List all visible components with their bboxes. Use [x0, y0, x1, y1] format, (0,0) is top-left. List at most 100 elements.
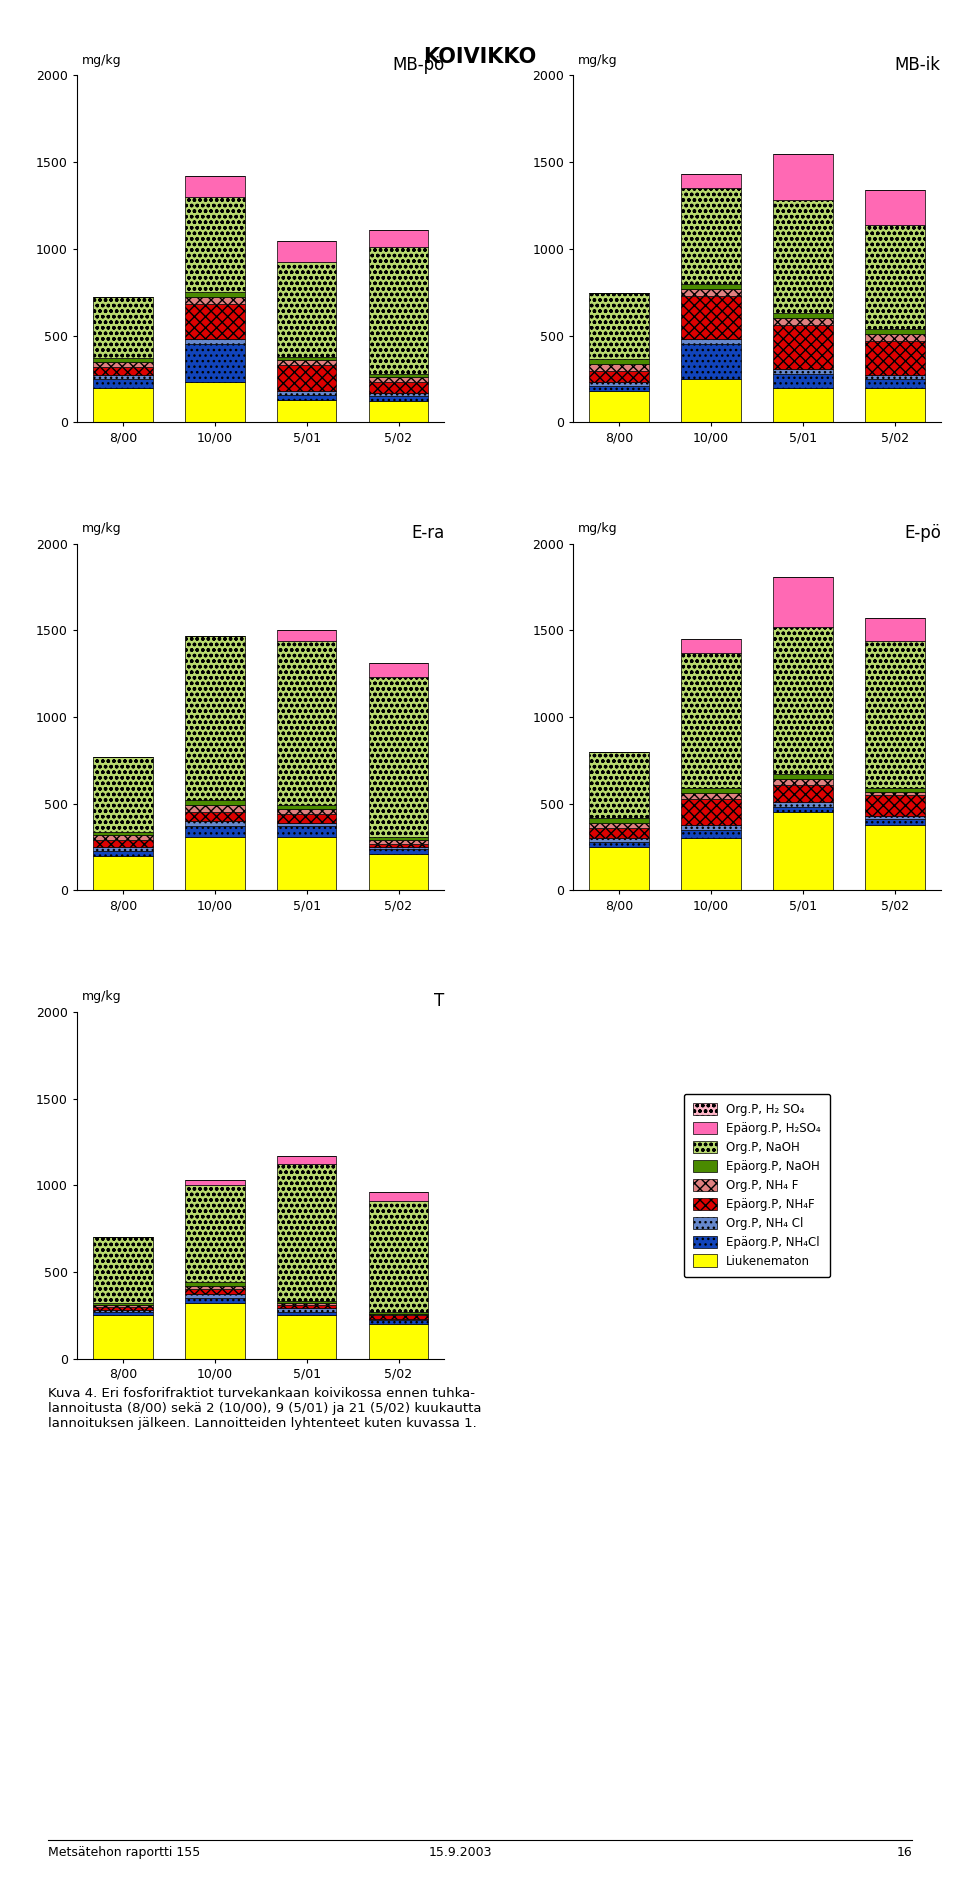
Bar — [184, 1285, 245, 1289]
Bar — [682, 789, 741, 793]
Bar — [369, 247, 428, 374]
Text: Kuva 4. Eri fosforifraktiot turvekankaan koivikossa ennen tuhka-
lannoitusta (8/: Kuva 4. Eri fosforifraktiot turvekankaan… — [48, 1387, 482, 1430]
Bar — [184, 1289, 245, 1294]
Bar — [184, 196, 245, 292]
Bar — [589, 372, 649, 381]
Bar — [589, 385, 649, 391]
Text: E-pö: E-pö — [904, 525, 941, 542]
Bar — [184, 827, 245, 836]
Bar — [773, 313, 833, 319]
Bar — [589, 847, 649, 891]
Text: mg/kg: mg/kg — [82, 991, 121, 1004]
Bar — [773, 200, 833, 313]
Bar — [865, 642, 924, 789]
Bar — [369, 849, 428, 855]
Bar — [93, 359, 153, 362]
Bar — [369, 664, 428, 677]
Bar — [369, 377, 428, 383]
Bar — [93, 366, 153, 376]
Text: mg/kg: mg/kg — [82, 55, 121, 66]
Bar — [93, 1311, 153, 1315]
Bar — [589, 838, 649, 842]
Bar — [276, 242, 336, 262]
Bar — [184, 1298, 245, 1304]
Bar — [93, 362, 153, 366]
Bar — [276, 400, 336, 423]
Text: Metsätehon raportti 155: Metsätehon raportti 155 — [48, 1845, 201, 1859]
Bar — [93, 1238, 153, 1304]
Bar — [589, 842, 649, 847]
Bar — [865, 825, 924, 891]
Bar — [276, 630, 336, 642]
Bar — [276, 810, 336, 813]
Bar — [93, 1306, 153, 1310]
Bar — [93, 379, 153, 387]
Text: MB-ik: MB-ik — [895, 57, 941, 74]
Bar — [865, 334, 924, 342]
Bar — [865, 342, 924, 376]
Bar — [589, 359, 649, 364]
Bar — [369, 396, 428, 402]
Bar — [682, 343, 741, 379]
Bar — [682, 340, 741, 343]
Bar — [184, 836, 245, 891]
Bar — [276, 1308, 336, 1311]
Bar — [369, 840, 428, 843]
Bar — [184, 298, 245, 304]
Bar — [682, 825, 741, 830]
Legend: Org.P, H₂ SO₄, Epäorg.P, H₂SO₄, Org.P, NaOH, Epäorg.P, NaOH, Org.P, NH₄ F, Epäor: Org.P, H₂ SO₄, Epäorg.P, H₂SO₄, Org.P, N… — [684, 1094, 830, 1277]
Bar — [93, 857, 153, 891]
Bar — [184, 383, 245, 423]
Bar — [276, 364, 336, 391]
Bar — [369, 1200, 428, 1311]
Bar — [865, 819, 924, 825]
Bar — [184, 1304, 245, 1359]
Bar — [773, 813, 833, 891]
Bar — [184, 175, 245, 196]
Bar — [773, 325, 833, 368]
Bar — [93, 851, 153, 857]
Bar — [773, 368, 833, 374]
Bar — [369, 374, 428, 377]
Bar — [682, 174, 741, 189]
Bar — [589, 823, 649, 828]
Bar — [865, 191, 924, 225]
Bar — [589, 391, 649, 423]
Text: MB-pö: MB-pö — [393, 57, 444, 74]
Bar — [276, 642, 336, 806]
Bar — [682, 798, 741, 825]
Bar — [589, 381, 649, 385]
Bar — [276, 806, 336, 810]
Bar — [276, 1315, 336, 1359]
Text: mg/kg: mg/kg — [578, 55, 617, 66]
Bar — [773, 802, 833, 808]
Bar — [682, 379, 741, 423]
Bar — [93, 757, 153, 832]
Bar — [93, 387, 153, 423]
Bar — [773, 779, 833, 785]
Bar — [682, 289, 741, 296]
Bar — [276, 836, 336, 891]
Bar — [865, 789, 924, 793]
Bar — [865, 815, 924, 819]
Bar — [369, 677, 428, 836]
Bar — [682, 838, 741, 891]
Text: mg/kg: mg/kg — [578, 523, 617, 536]
Bar — [276, 394, 336, 400]
Bar — [184, 806, 245, 813]
Bar — [276, 391, 336, 394]
Bar — [93, 376, 153, 379]
Bar — [369, 1193, 428, 1200]
Bar — [865, 225, 924, 328]
Bar — [589, 817, 649, 823]
Bar — [369, 392, 428, 396]
Bar — [276, 1155, 336, 1164]
Bar — [184, 304, 245, 340]
Bar — [276, 262, 336, 357]
Bar — [369, 383, 428, 392]
Bar — [93, 840, 153, 847]
Bar — [682, 653, 741, 789]
Bar — [589, 751, 649, 817]
Bar — [682, 296, 741, 340]
Bar — [93, 847, 153, 851]
